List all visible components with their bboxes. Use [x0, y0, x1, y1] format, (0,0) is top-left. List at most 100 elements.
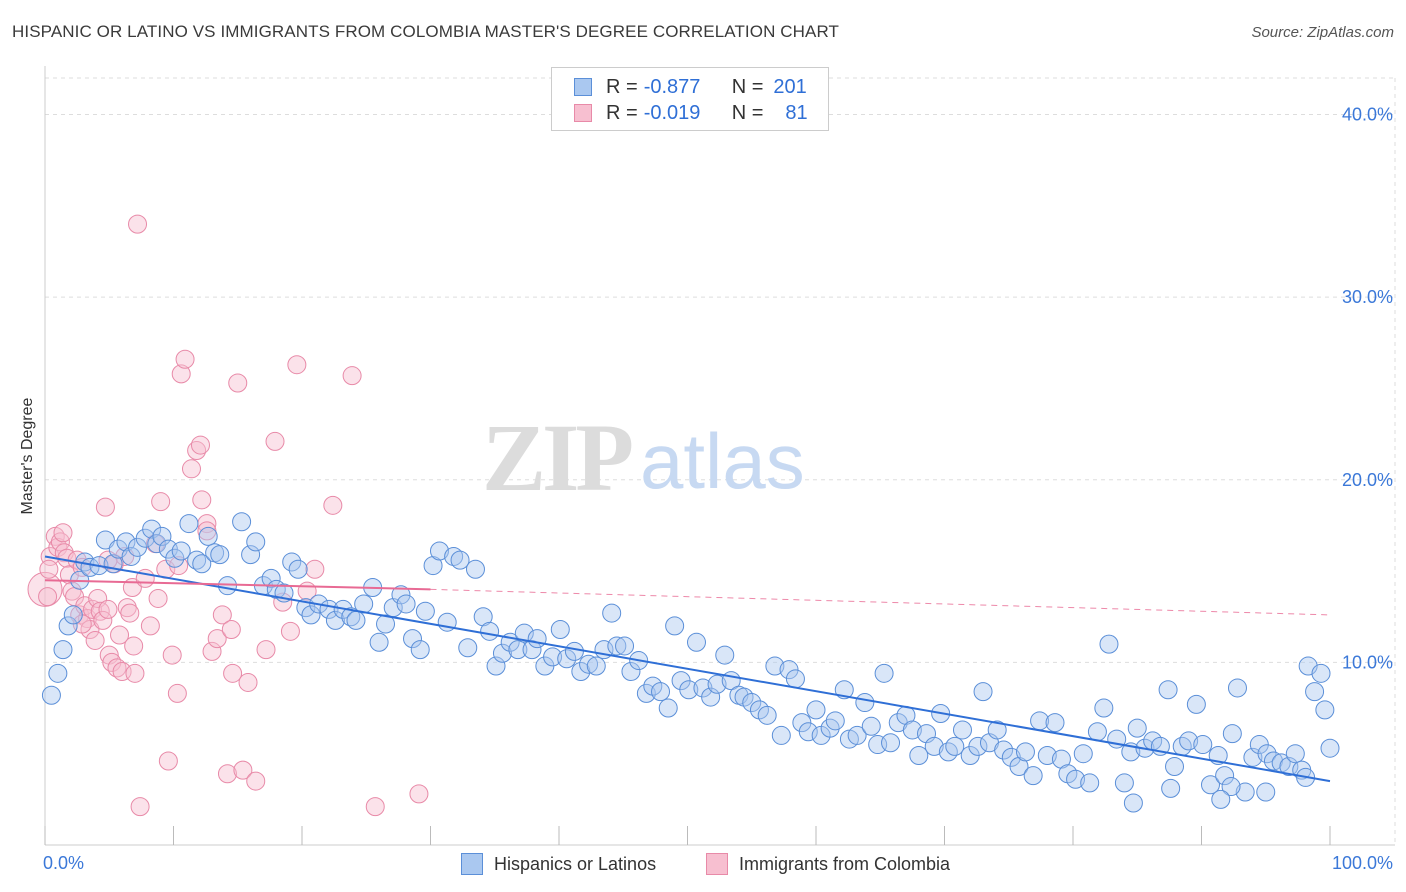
legend-n-label: N =: [731, 75, 764, 98]
watermark-zip: ZIP: [482, 404, 631, 511]
data-point: [1279, 756, 1299, 776]
data-point: [987, 720, 1007, 740]
data-point: [636, 683, 656, 703]
data-point: [1222, 724, 1242, 744]
data-point: [1193, 735, 1213, 755]
data-point: [458, 638, 478, 658]
data-point: [38, 587, 58, 607]
data-point: [48, 663, 68, 683]
x-tick-label: 100.0%: [1332, 853, 1393, 873]
data-point: [1305, 682, 1325, 702]
data-point: [98, 599, 118, 619]
data-point: [450, 550, 470, 570]
legend-swatch-blue: [461, 853, 483, 875]
data-point: [1127, 718, 1147, 738]
data-point: [365, 797, 385, 817]
data-point: [130, 797, 150, 817]
data-point: [217, 764, 237, 784]
data-point: [110, 625, 130, 645]
data-point: [287, 355, 307, 375]
data-point: [1243, 747, 1263, 767]
data-point: [256, 640, 276, 660]
data-point: [261, 568, 281, 588]
data-point: [128, 214, 148, 234]
data-point: [902, 720, 922, 740]
data-point: [181, 459, 201, 479]
data-point: [1099, 634, 1119, 654]
x-tick-label: 0.0%: [43, 853, 84, 873]
data-point: [171, 364, 191, 384]
data-point: [658, 698, 678, 718]
data-point: [265, 431, 285, 451]
data-point: [228, 373, 248, 393]
data-point: [187, 550, 207, 570]
data-point: [742, 693, 762, 713]
legend-n-value: 201: [773, 75, 807, 98]
data-point: [527, 629, 547, 649]
data-point: [514, 623, 534, 643]
data-point: [564, 641, 584, 661]
data-point: [1227, 678, 1247, 698]
data-point: [1221, 777, 1241, 797]
data-point: [602, 603, 622, 623]
data-point: [1186, 694, 1206, 714]
data-point: [142, 519, 162, 539]
legend-label-colombia: Immigrants from Colombia: [739, 853, 951, 874]
data-point: [847, 725, 867, 745]
data-point: [192, 554, 212, 574]
data-point: [909, 746, 929, 766]
data-point: [107, 658, 127, 678]
data-point: [550, 620, 570, 640]
data-point: [1315, 700, 1335, 720]
data-point: [202, 641, 222, 661]
legend-item-hispanics[interactable]: Hispanics or Latinos: [461, 853, 656, 875]
legend-n-label: N =: [731, 101, 764, 124]
trend-line-hispanics: [44, 555, 1331, 783]
data-point: [151, 492, 171, 512]
data-point: [162, 645, 182, 665]
data-point: [165, 548, 185, 568]
data-point: [192, 490, 212, 510]
data-point: [543, 647, 563, 667]
data-point: [415, 601, 435, 621]
data-point: [212, 605, 232, 625]
data-point: [952, 720, 972, 740]
data-point: [557, 649, 577, 669]
data-point: [58, 616, 78, 636]
data-point: [861, 716, 881, 736]
data-point: [93, 610, 113, 630]
data-point: [223, 663, 243, 683]
data-point: [125, 663, 145, 683]
legend-item-colombia[interactable]: Immigrants from Colombia: [706, 853, 950, 875]
data-point: [881, 733, 901, 753]
chart-title: HISPANIC OR LATINO VS IMMIGRANTS FROM CO…: [12, 22, 840, 41]
data-point: [679, 680, 699, 700]
data-point: [701, 687, 721, 707]
data-point: [210, 545, 230, 565]
legend-row-hispanics: R = -0.877 N = 201: [574, 75, 807, 99]
data-point: [492, 643, 512, 663]
data-point: [175, 349, 195, 369]
data-point: [198, 526, 218, 546]
data-point: [429, 541, 449, 561]
y-tick-label: 30.0%: [1342, 287, 1393, 307]
data-point: [486, 656, 506, 676]
data-point: [968, 736, 988, 756]
data-point: [1023, 766, 1043, 786]
data-point: [217, 576, 237, 596]
data-point: [323, 495, 343, 515]
data-point: [798, 722, 818, 742]
data-point: [1263, 751, 1283, 771]
data-point: [62, 581, 82, 601]
y-tick-label: 20.0%: [1342, 470, 1393, 490]
legend-row-colombia: R = -0.019 N = 81: [574, 101, 808, 125]
legend-swatch-pink: [574, 104, 592, 122]
data-point: [444, 546, 464, 566]
axes: [44, 66, 1395, 846]
data-point: [148, 588, 168, 608]
data-point: [190, 435, 210, 455]
legend-r-value: -0.019: [643, 101, 701, 124]
data-point: [607, 636, 627, 656]
data-point: [120, 603, 140, 623]
legend-r-label: R =: [606, 75, 638, 98]
